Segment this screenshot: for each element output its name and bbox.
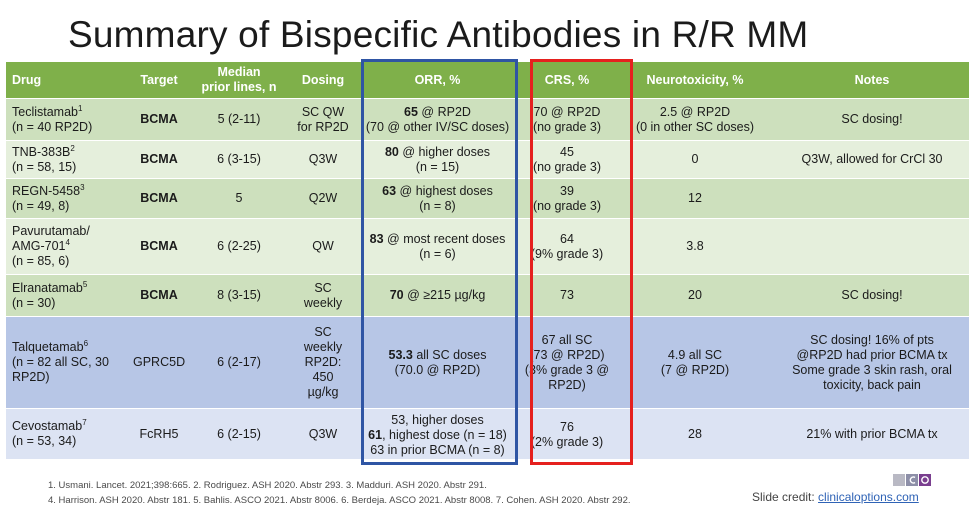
dosing-cell: Q2W [290, 178, 356, 219]
notes-cell: 21% with prior BCMA tx [775, 408, 969, 460]
crs-cell: 64 (9% grade 3) [519, 218, 615, 275]
prior-lines-cell: 6 (2-25) [188, 218, 290, 275]
drug-cell: Talquetamab6 (n = 82 all SC, 30 RP2D) [6, 316, 130, 409]
dosing-cell: SC weekly [290, 274, 356, 317]
prior-lines-cell: 6 (2-17) [188, 316, 290, 409]
prior-lines-cell: 6 (2-15) [188, 408, 290, 460]
orr-cell: 53, higher doses 61, highest dose (n = 18… [356, 408, 519, 460]
header-drug: Drug [6, 62, 130, 99]
notes-cell: SC dosing! [775, 274, 969, 317]
references: 1. Usmani. Lancet. 2021;398:665. 2. Rodr… [48, 478, 631, 508]
table-row: REGN-54583 (n = 49, 8) BCMA 5 Q2W 63 @ hi… [6, 178, 969, 219]
header-row: Drug Target Median prior lines, n Dosing … [6, 62, 969, 99]
neurotoxicity-cell: 20 [615, 274, 775, 317]
drug-cell: Pavurutamab/AMG-7014 (n = 85, 6) [6, 218, 130, 275]
crs-cell: 39 (no grade 3) [519, 178, 615, 219]
prior-lines-cell: 6 (3-15) [188, 140, 290, 179]
crs-cell: 73 [519, 274, 615, 317]
orr-cell: 83 @ most recent doses (n = 6) [356, 218, 519, 275]
neurotoxicity-cell: 0 [615, 140, 775, 179]
dosing-cell: Q3W [290, 140, 356, 179]
orr-cell: 70 @ ≥215 µg/kg [356, 274, 519, 317]
dosing-cell: QW [290, 218, 356, 275]
prior-lines-cell: 5 (2-11) [188, 98, 290, 141]
target-cell: FcRH5 [130, 408, 188, 460]
reference-line: 4. Harrison. ASH 2020. Abstr 181. 5. Bah… [48, 495, 631, 506]
notes-cell [775, 218, 969, 275]
drug-cell: REGN-54583 (n = 49, 8) [6, 178, 130, 219]
prior-lines-cell: 5 [188, 178, 290, 219]
notes-cell: SC dosing! [775, 98, 969, 141]
header-orr: ORR, % [356, 62, 519, 99]
neurotoxicity-cell: 12 [615, 178, 775, 219]
notes-cell [775, 178, 969, 219]
notes-cell: SC dosing! 16% of pts @RP2D had prior BCM… [775, 316, 969, 409]
crs-cell: 67 all SC (73 @ RP2D) (3% grade 3 @ RP2D) [519, 316, 615, 409]
header-neurotoxicity: Neurotoxicity, % [615, 62, 775, 99]
drug-cell: TNB-383B2 (n = 58, 15) [6, 140, 130, 179]
neurotoxicity-cell: 2.5 @ RP2D (0 in other SC doses) [615, 98, 775, 141]
dosing-cell: SC weekly RP2D: 450 µg/kg [290, 316, 356, 409]
prior-lines-cell: 8 (3-15) [188, 274, 290, 317]
cco-logo-icon [889, 473, 933, 487]
crs-cell: 76 (2% grade 3) [519, 408, 615, 460]
drug-cell: Teclistamab1 (n = 40 RP2D) [6, 98, 130, 141]
credit-link[interactable]: clinicaloptions.com [818, 490, 919, 504]
reference-line: 1. Usmani. Lancet. 2021;398:665. 2. Rodr… [48, 480, 487, 491]
dosing-cell: Q3W [290, 408, 356, 460]
bispecific-summary-table: Drug Target Median prior lines, n Dosing … [6, 62, 969, 460]
orr-highlight-box [361, 59, 518, 465]
orr-cell: 80 @ higher doses (n = 15) [356, 140, 519, 179]
dosing-cell: SC QW for RP2D [290, 98, 356, 141]
target-cell: BCMA [130, 178, 188, 219]
slide-credit: Slide credit: clinicaloptions.com [752, 490, 919, 504]
neurotoxicity-cell: 28 [615, 408, 775, 460]
slide-title: Summary of Bispecific Antibodies in R/R … [68, 14, 809, 55]
table-row: TNB-383B2 (n = 58, 15) BCMA 6 (3-15) Q3W … [6, 140, 969, 179]
notes-cell: Q3W, allowed for CrCl 30 [775, 140, 969, 179]
table-row: Cevostamab7 (n = 53, 34) FcRH5 6 (2-15) Q… [6, 408, 969, 460]
header-notes: Notes [775, 62, 969, 99]
table-row: Pavurutamab/AMG-7014 (n = 85, 6) BCMA 6 (… [6, 218, 969, 275]
target-cell: BCMA [130, 98, 188, 141]
drug-cell: Cevostamab7 (n = 53, 34) [6, 408, 130, 460]
orr-cell: 53.3 all SC doses (70.0 @ RP2D) [356, 316, 519, 409]
crs-highlight-box [530, 59, 633, 465]
target-cell: BCMA [130, 218, 188, 275]
table-row: Talquetamab6 (n = 82 all SC, 30 RP2D) GPRC… [6, 316, 969, 409]
target-cell: GPRC5D [130, 316, 188, 409]
neurotoxicity-cell: 3.8 [615, 218, 775, 275]
header-target: Target [130, 62, 188, 99]
table-row: Elranatamab5 (n = 30) BCMA 8 (3-15) SC wee… [6, 274, 969, 317]
target-cell: BCMA [130, 274, 188, 317]
orr-cell: 65 @ RP2D (70 @ other IV/SC doses) [356, 98, 519, 141]
header-dosing: Dosing [290, 62, 356, 99]
crs-cell: 70 @ RP2D (no grade 3) [519, 98, 615, 141]
neurotoxicity-cell: 4.9 all SC (7 @ RP2D) [615, 316, 775, 409]
crs-cell: 45 (no grade 3) [519, 140, 615, 179]
orr-cell: 63 @ highest doses (n = 8) [356, 178, 519, 219]
header-crs: CRS, % [519, 62, 615, 99]
target-cell: BCMA [130, 140, 188, 179]
table-row: Teclistamab1 (n = 40 RP2D) BCMA 5 (2-11) … [6, 98, 969, 141]
header-prior-lines: Median prior lines, n [188, 62, 290, 99]
drug-cell: Elranatamab5 (n = 30) [6, 274, 130, 317]
